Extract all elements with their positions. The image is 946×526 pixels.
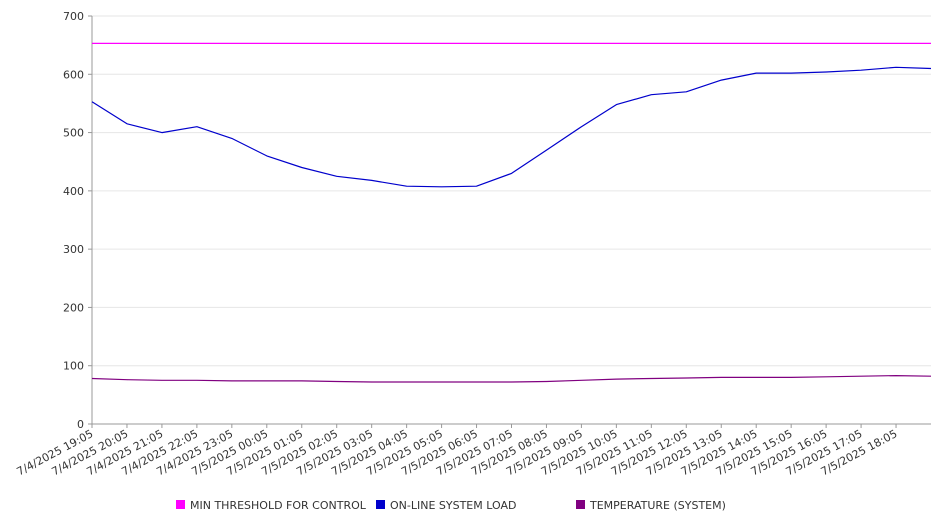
series-line-2	[91, 375, 932, 383]
y-tick-label-7: 700	[63, 10, 84, 23]
y-tick-label-6: 600	[63, 68, 84, 81]
y-tick-label-2: 200	[63, 301, 84, 314]
legend-swatch-1	[376, 500, 385, 509]
legend-label-1: ON-LINE SYSTEM LOAD	[390, 499, 516, 512]
series-line-1	[91, 66, 932, 188]
y-tick-label-0: 0	[77, 418, 84, 431]
y-tick-label-4: 400	[63, 185, 84, 198]
legend-swatch-0	[176, 500, 185, 509]
y-tick-label-3: 300	[63, 243, 84, 256]
legend-swatch-2	[576, 500, 585, 509]
legend-label-2: TEMPERATURE (SYSTEM)	[589, 499, 726, 512]
legend-label-0: MIN THRESHOLD FOR CONTROL	[190, 499, 367, 512]
y-tick-label-1: 100	[63, 360, 84, 373]
y-tick-label-5: 500	[63, 127, 84, 140]
